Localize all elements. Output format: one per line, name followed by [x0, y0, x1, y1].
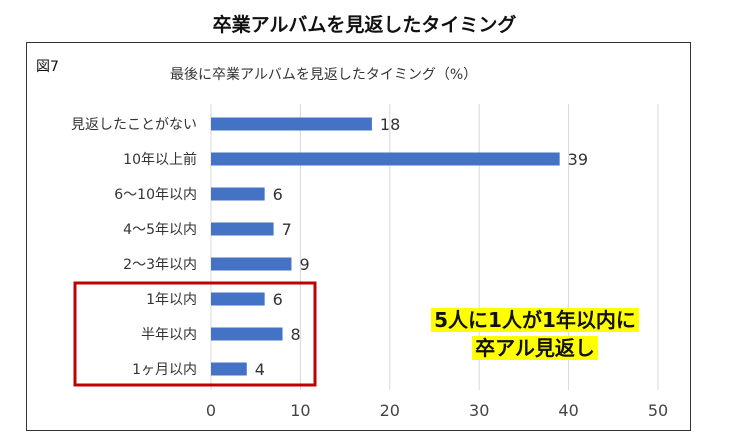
x-tick-label: 10	[290, 401, 310, 420]
x-tick-label: 30	[469, 401, 489, 420]
category-label: 見返したことがない	[71, 117, 197, 133]
category-label: 2～3年以内	[123, 257, 197, 273]
callout-line-1: 5人に1人が1年以内に	[431, 308, 639, 332]
data-label: 9	[299, 255, 309, 274]
category-label: 4～5年以内	[123, 222, 197, 238]
data-label: 4	[255, 360, 265, 379]
category-label: 10年以上前	[123, 151, 197, 168]
category-label: 6～10年以内	[114, 187, 197, 203]
data-label: 39	[568, 150, 588, 169]
bar	[211, 362, 247, 376]
x-tick-label: 40	[558, 401, 578, 420]
category-label: 1年以内	[146, 292, 197, 308]
bar	[211, 222, 274, 236]
callout-line-2: 卒アル見返し	[472, 336, 598, 360]
category-label: 半年以内	[141, 327, 197, 343]
chart-title: 最後に卒業アルバムを見返したタイミング（%）	[170, 67, 478, 83]
data-label: 8	[291, 325, 301, 344]
page-title: 卒業アルバムを見返したタイミング	[212, 14, 517, 36]
figure-frame	[26, 42, 691, 431]
data-label: 7	[282, 220, 292, 239]
data-label: 6	[273, 290, 283, 309]
x-tick-label: 0	[206, 401, 216, 420]
bar	[211, 257, 292, 271]
data-label: 6	[273, 185, 283, 204]
figure-label: 図7	[36, 59, 59, 75]
category-label: 1ヶ月以内	[132, 362, 197, 378]
bar	[211, 292, 265, 306]
x-tick-label: 50	[648, 401, 668, 420]
bar	[211, 187, 265, 201]
callout: 5人に1人が1年以内に 卒アル見返し	[415, 306, 655, 362]
x-tick-label: 20	[380, 401, 400, 420]
bar	[211, 327, 283, 341]
bar	[211, 152, 560, 166]
highlight-box	[73, 281, 317, 387]
data-label: 18	[380, 115, 400, 134]
bar	[211, 117, 372, 131]
